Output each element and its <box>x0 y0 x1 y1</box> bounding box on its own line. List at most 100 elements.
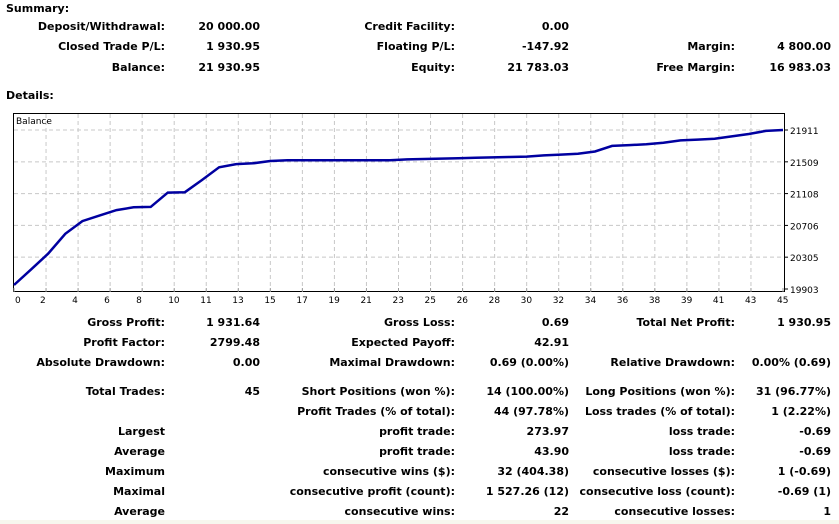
x-tick-label: 26 <box>457 296 469 306</box>
x-tick-label: 4 <box>72 296 78 306</box>
stat-value: 1 527.26 (12) <box>485 485 569 498</box>
stat-value: 1 930.95 <box>777 316 831 329</box>
stat-label: Gross Loss: <box>384 316 455 329</box>
x-tick-label: 30 <box>521 296 533 306</box>
stat-label: Expected Payoff: <box>351 336 455 349</box>
stat-label: Total Net Profit: <box>636 316 736 329</box>
stat-value: 1 <box>823 505 831 518</box>
y-tick-label: 20305 <box>790 254 819 264</box>
x-tick-label: 2 <box>40 296 46 306</box>
stat-value: 273.97 <box>526 425 569 438</box>
stat-label: Maximal <box>113 485 165 498</box>
x-tick-label: 32 <box>553 296 564 306</box>
y-tick-label: 19903 <box>790 286 819 296</box>
stat-label: Profit Trades (% of total): <box>297 405 455 418</box>
x-tick-label: 8 <box>136 296 142 306</box>
x-tick-label: 17 <box>296 296 307 306</box>
details-heading: Details: <box>6 89 54 102</box>
stat-label: Relative Drawdown: <box>610 356 735 369</box>
stat-label: consecutive profit (count): <box>289 485 455 498</box>
stat-label: Absolute Drawdown: <box>36 356 165 369</box>
x-tick-label: 28 <box>489 296 501 306</box>
stat-value: 0.00 <box>232 356 260 369</box>
y-tick-label: 21509 <box>790 159 819 169</box>
balance-line <box>13 128 784 286</box>
x-tick-label: 0 <box>15 296 21 306</box>
x-tick-label: 39 <box>681 296 693 306</box>
stat-value: 1 931.64 <box>206 316 260 329</box>
stat-value: 42.91 <box>534 336 569 349</box>
stat-label: Short Positions (won %): <box>301 385 455 398</box>
stat-label: Free Margin: <box>656 61 735 74</box>
bottom-status-strip <box>0 520 839 524</box>
stat-label: consecutive wins: <box>344 505 455 518</box>
x-tick-label: 10 <box>168 296 180 306</box>
stat-label: Margin: <box>687 40 735 53</box>
stat-value: 22 <box>553 505 569 518</box>
stat-label: Credit Facility: <box>364 20 455 33</box>
stat-label: Maximal Drawdown: <box>329 356 455 369</box>
stat-label: loss trade: <box>668 425 735 438</box>
stat-label: Deposit/Withdrawal: <box>37 20 165 33</box>
x-tick-label: 13 <box>232 296 243 306</box>
stat-label: consecutive losses: <box>614 505 735 518</box>
stat-label: profit trade: <box>379 425 455 438</box>
stat-label: profit trade: <box>379 445 455 458</box>
stat-label: Equity: <box>411 61 455 74</box>
stat-label: Long Positions (won %): <box>585 385 735 398</box>
x-tick-label: 36 <box>617 296 629 306</box>
stat-label: loss trade: <box>668 445 735 458</box>
x-tick-label: 43 <box>745 296 756 306</box>
y-tick-label: 21108 <box>790 191 819 201</box>
x-tick-label: 6 <box>104 296 110 306</box>
stat-value: -0.69 (1) <box>777 485 831 498</box>
stat-value: 0.69 <box>541 316 569 329</box>
stat-label: Largest <box>118 425 165 438</box>
stat-value: 44 (97.78%) <box>493 405 569 418</box>
stat-value: 4 800.00 <box>777 40 831 53</box>
stat-value: 14 (100.00%) <box>486 385 569 398</box>
x-tick-label: 38 <box>649 296 661 306</box>
stat-label: consecutive loss (count): <box>579 485 735 498</box>
chart-title: Balance <box>16 117 52 127</box>
stat-value: 43.90 <box>534 445 569 458</box>
x-tick-label: 34 <box>585 296 597 306</box>
stat-label: Floating P/L: <box>376 40 455 53</box>
y-axis-ticks: 21911 21509 21108 20706 20305 19903 <box>784 127 819 296</box>
stat-value: 0.69 (0.00%) <box>489 356 569 369</box>
stat-value: 2799.48 <box>209 336 260 349</box>
stat-value: 1 930.95 <box>206 40 260 53</box>
stat-value: 16 983.03 <box>769 61 831 74</box>
x-tick-label: 41 <box>713 296 724 306</box>
x-tick-label: 45 <box>777 296 788 306</box>
stat-label: Average <box>114 505 165 518</box>
x-axis-ticks: 0 2 4 6 8 10 11 13 15 17 19 21 23 25 26 28 30 32 34 36 38 39 4… <box>13 288 788 306</box>
x-tick-label: 19 <box>328 296 340 306</box>
stat-value: 21 783.03 <box>507 61 569 74</box>
stat-label: Loss trades (% of total): <box>584 405 735 418</box>
stat-value: -147.92 <box>521 40 569 53</box>
stat-value: 0.00 <box>541 20 569 33</box>
stat-value: 1 (2.22%) <box>771 405 831 418</box>
stat-label: Total Trades: <box>85 385 165 398</box>
stat-value: 32 (404.38) <box>497 465 569 478</box>
stat-label: Profit Factor: <box>83 336 165 349</box>
stat-label: Gross Profit: <box>87 316 165 329</box>
balance-chart: Balance 0 2 4 6 8 10 11 13 15 17 19 21 23 25 26 28 30 32 3… <box>13 113 819 306</box>
chart-grid <box>14 114 784 291</box>
y-tick-label: 20706 <box>790 222 819 232</box>
summary-heading: Summary: <box>6 2 70 15</box>
stat-value: 21 930.95 <box>198 61 260 74</box>
stat-label: Maximum <box>105 465 165 478</box>
stat-value: 0.00% (0.69) <box>751 356 831 369</box>
stat-label: consecutive losses ($): <box>592 465 735 478</box>
stat-value: -0.69 <box>799 425 831 438</box>
stat-label: Closed Trade P/L: <box>58 40 165 53</box>
stat-value: -0.69 <box>799 445 831 458</box>
stat-value: 45 <box>244 385 260 398</box>
stat-label: consecutive wins ($): <box>322 465 455 478</box>
stat-value: 1 (-0.69) <box>777 465 831 478</box>
stat-label: Balance: <box>111 61 165 74</box>
x-tick-label: 21 <box>360 296 371 306</box>
x-tick-label: 23 <box>393 296 404 306</box>
